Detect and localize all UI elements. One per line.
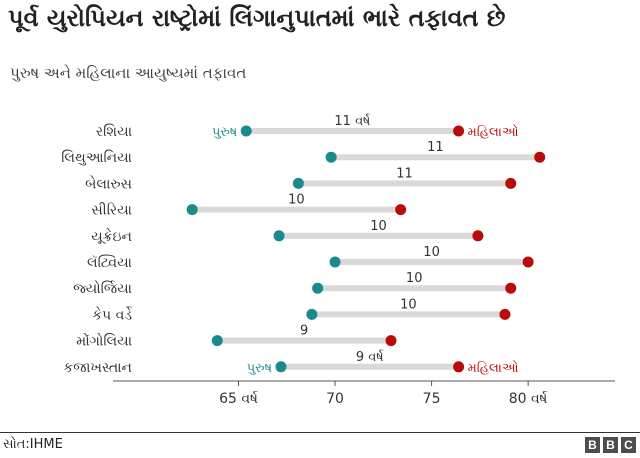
gap-value-label: 11 <box>396 166 413 181</box>
female-dot <box>472 230 484 242</box>
chart-subtitle: પુરુષ અને મહિલાના આયુષ્યમાં તફાવત <box>10 64 247 82</box>
country-label: કજાખસ્તાન <box>63 360 132 376</box>
female-legend-label: મહિલાઓ <box>468 360 519 376</box>
gap-value-label: 11 વર્ષ <box>334 113 370 129</box>
male-dot <box>240 125 252 137</box>
male-dot <box>211 335 223 347</box>
female-dot <box>453 361 465 373</box>
country-label: કેપ વર્ડે <box>92 306 132 323</box>
male-dot <box>275 361 287 373</box>
female-dot <box>385 335 397 347</box>
male-dot <box>325 151 337 163</box>
male-dot <box>292 177 304 189</box>
female-dot <box>499 308 511 320</box>
gap-value-label: 10 <box>288 193 305 208</box>
x-tick-label: 75 <box>423 391 441 407</box>
male-legend-label: પુરુષ <box>247 361 272 376</box>
x-tick-label: 65 વર્ષ <box>219 390 258 407</box>
female-dot <box>534 151 546 163</box>
bbc-logo-letter: B <box>585 437 600 453</box>
country-label: સીરિયા <box>91 203 132 219</box>
x-tick-label: 80 વર્ષ <box>509 390 548 407</box>
gap-value-label: 10 <box>370 219 387 234</box>
female-dot <box>395 204 407 216</box>
male-dot <box>329 256 341 268</box>
female-dot <box>522 256 534 268</box>
country-label: બેલારુસ <box>85 175 132 192</box>
country-label: રશિયા <box>96 124 132 140</box>
footer-divider <box>0 432 640 433</box>
female-dot <box>505 282 517 294</box>
bbc-logo-letter: B <box>603 437 618 453</box>
male-dot <box>186 204 198 216</box>
chart-title: પૂર્વ યુરોપિયન રાષ્ટ્રોમાં લિંગાનુપાતમાં… <box>8 4 506 32</box>
gap-value-label: 10 <box>406 271 423 286</box>
male-dot <box>312 282 324 294</box>
male-dot <box>306 308 318 320</box>
male-dot <box>273 230 285 242</box>
female-legend-label: મહિલાઓ <box>468 124 519 140</box>
country-label: મોંગોલિયા <box>76 333 132 350</box>
female-dot <box>505 177 517 189</box>
female-dot <box>453 125 465 137</box>
country-label: લિથુઆનિયા <box>61 150 132 166</box>
country-label: જ્યોર્જિયા <box>73 280 132 297</box>
gap-value-label: 10 <box>423 245 440 260</box>
bbc-logo-letter: C <box>621 437 636 453</box>
bbc-logo: B B C <box>585 437 636 453</box>
country-label: યૂક્રેઇન <box>91 228 132 245</box>
male-legend-label: પુરુષ <box>212 125 237 140</box>
gap-value-label: 10 <box>400 297 417 312</box>
x-tick-label: 70 <box>326 391 344 407</box>
source-note: સોત:IHME <box>3 437 63 452</box>
country-label: લૅટ્વિયા <box>87 254 132 271</box>
gap-value-label: 11 <box>427 140 444 155</box>
gap-value-label: 9 <box>300 324 308 339</box>
gap-value-label: 9 વર્ષ <box>356 349 384 365</box>
dumbbell-chart: 65 વર્ષ 70 75 80 વર્ષ રશિયા 11 વર્ષ પુરુષ મહિલા… <box>61 113 615 407</box>
